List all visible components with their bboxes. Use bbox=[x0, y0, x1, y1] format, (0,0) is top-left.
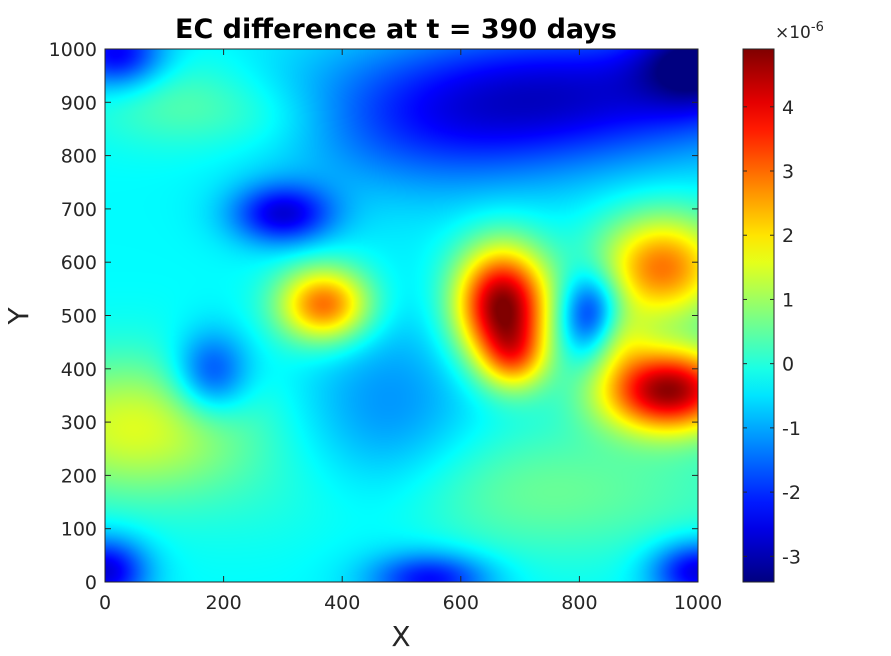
heatmap-canvas bbox=[105, 49, 698, 582]
colorbar-multiplier: ×10-6 bbox=[775, 20, 824, 43]
colorbar-tick-label: 3 bbox=[782, 161, 794, 183]
x-tick-label: 600 bbox=[443, 592, 479, 614]
y-tick-label: 200 bbox=[61, 465, 97, 487]
y-tick-label: 400 bbox=[61, 359, 97, 381]
y-tick-label: 0 bbox=[85, 572, 97, 594]
y-tick-label: 900 bbox=[61, 92, 97, 114]
y-tick-label: 600 bbox=[61, 252, 97, 274]
y-axis-label: Y bbox=[2, 307, 35, 326]
x-tick-label: 1000 bbox=[674, 592, 722, 614]
y-tick-label: 700 bbox=[61, 199, 97, 221]
colorbar-tick-label: 1 bbox=[782, 289, 794, 311]
y-tick-label: 500 bbox=[61, 306, 97, 328]
chart-title: EC difference at t = 390 days bbox=[175, 14, 617, 45]
colorbar bbox=[742, 48, 775, 583]
x-tick-label: 400 bbox=[324, 592, 360, 614]
y-tick-label: 1000 bbox=[49, 39, 97, 61]
y-axis-ticks: 0 100 200 300 400 500 600 700 800 900 1000 bbox=[49, 39, 698, 594]
x-axis-label: X bbox=[391, 620, 410, 653]
colorbar-tick-label: 2 bbox=[782, 225, 794, 247]
colorbar-exponent: -6 bbox=[811, 20, 824, 35]
heatmap-area bbox=[105, 49, 698, 582]
y-tick-label: 800 bbox=[61, 146, 97, 168]
colorbar-tick-label: -1 bbox=[782, 418, 801, 440]
colorbar-tick-label: 0 bbox=[782, 354, 794, 376]
colorbar-tick-label: -2 bbox=[782, 482, 801, 504]
x-tick-label: 200 bbox=[205, 592, 241, 614]
x-tick-label: 0 bbox=[99, 592, 111, 614]
y-tick-label: 300 bbox=[61, 412, 97, 434]
x-axis-ticks: 0 200 400 600 800 1000 bbox=[99, 49, 722, 614]
colorbar-tick-label: 4 bbox=[782, 97, 794, 119]
x-tick-label: 800 bbox=[561, 592, 597, 614]
colorbar-ticks: -3 -2 -1 0 1 2 3 4 bbox=[743, 97, 801, 568]
colorbar-multiplier-base: ×10 bbox=[775, 23, 811, 43]
colorbar-tick-label: -3 bbox=[782, 546, 801, 568]
y-tick-label: 100 bbox=[61, 519, 97, 541]
